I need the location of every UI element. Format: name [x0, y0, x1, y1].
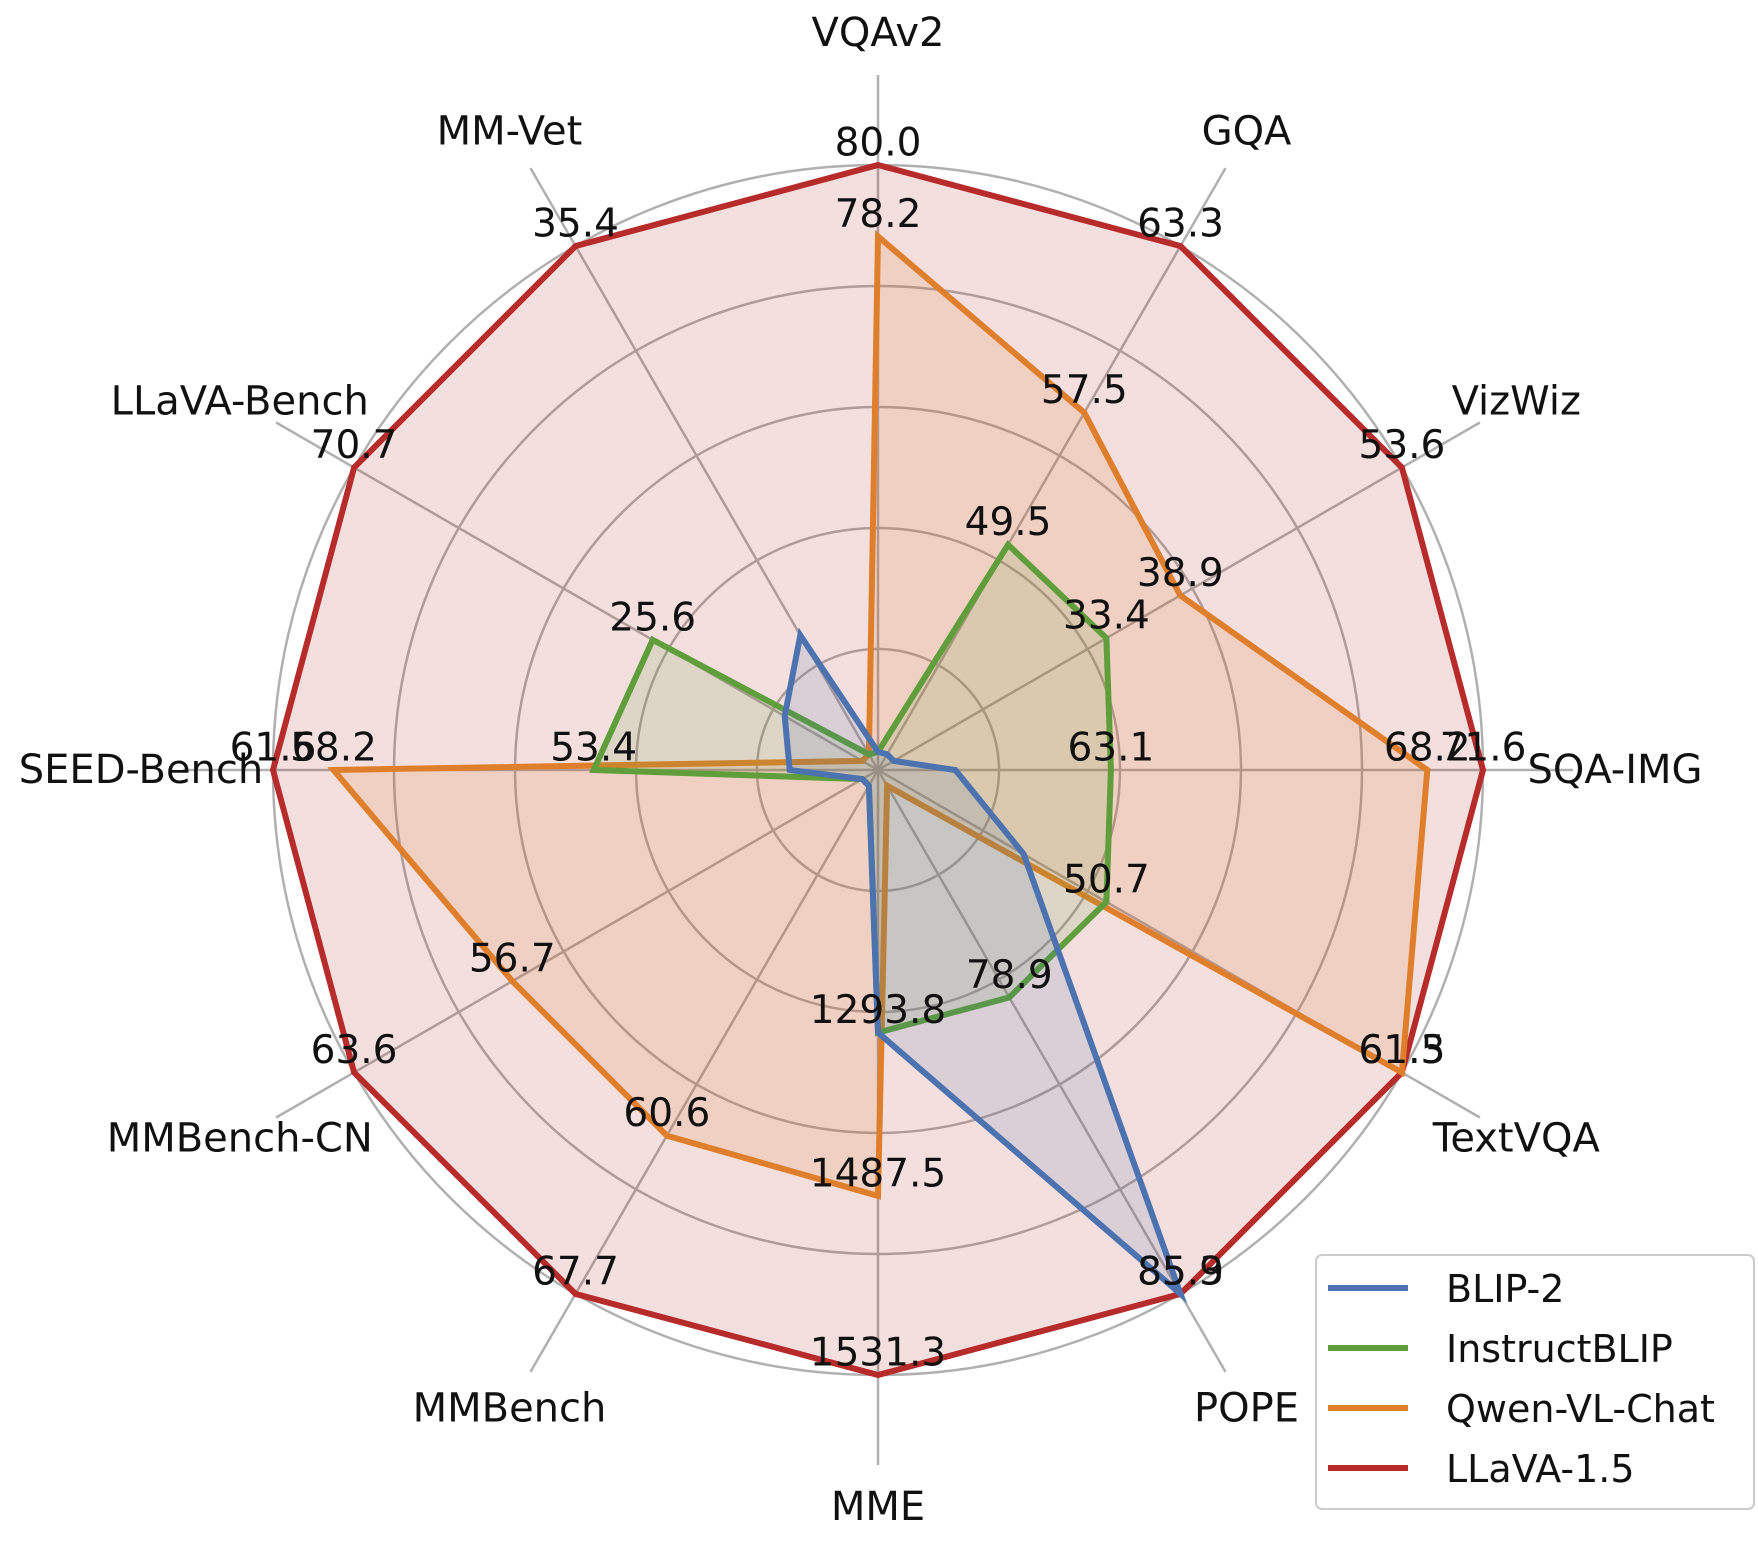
value-label: 63.3 [1137, 202, 1224, 247]
value-label: 80.0 [835, 121, 922, 166]
value-label: 35.4 [532, 202, 619, 247]
value-label: 33.4 [1063, 594, 1150, 639]
axis-spoke [275, 768, 879, 1119]
legend-label: LLaVA-1.5 [1446, 1447, 1635, 1491]
value-label: 57.5 [1041, 368, 1128, 413]
axis-spoke [876, 769, 1227, 1373]
value-label: 56.7 [469, 937, 556, 982]
value-label: 61.3 [1359, 1028, 1446, 1073]
value-label: 1487.5 [810, 1151, 946, 1196]
value-label: 63.6 [311, 1028, 398, 1073]
value-label: 50.7 [1063, 857, 1150, 902]
series-polygon [781, 627, 1188, 1304]
value-label: 68.2 [1384, 726, 1471, 771]
axis-label: MM-Vet [437, 109, 583, 155]
value-label: 71.6 [1440, 726, 1527, 771]
value-label: 61.6 [230, 726, 317, 771]
axis-label: GQA [1202, 109, 1292, 155]
value-label: 58.2 [290, 726, 377, 771]
value-label: 70.7 [311, 423, 398, 468]
value-label: 67.7 [532, 1249, 619, 1294]
series-polygons [269, 161, 1487, 1379]
value-label: 25.6 [609, 595, 696, 640]
legend-entry: InstructBLIP [1328, 1327, 1673, 1371]
legend-entry: BLIP-2 [1328, 1267, 1564, 1311]
axis-spoke [876, 167, 1227, 771]
axis-label: VizWiz [1452, 379, 1581, 425]
axis-label: SQA-IMG [1527, 747, 1702, 793]
value-label: 85.3 [1137, 1249, 1224, 1294]
legend: BLIP-2 InstructBLIP Qwen-VL-Chat LLaVA-1… [1315, 1254, 1755, 1510]
value-label: 60.6 [623, 1091, 710, 1136]
value-label: 61.5 [1359, 1028, 1446, 1073]
value-label: 1293.8 [810, 988, 946, 1033]
value-label: 53.6 [1359, 423, 1446, 468]
axis-label: LLaVA-Bench [111, 379, 369, 425]
axis-label: TextVQA [1432, 1116, 1601, 1162]
value-label: 78.2 [835, 192, 922, 237]
axis-label: MMBench-CN [107, 1116, 373, 1162]
value-label: 38.9 [1137, 551, 1224, 596]
axis-spoke [275, 421, 879, 772]
legend-label: BLIP-2 [1446, 1267, 1564, 1311]
axis-spoke [529, 769, 880, 1373]
axis-label: POPE [1194, 1385, 1299, 1431]
value-label: 85.9 [1137, 1249, 1224, 1294]
axis-label: MMBench [413, 1385, 607, 1431]
value-label: 63.1 [1068, 726, 1155, 771]
series-polygon [327, 229, 1431, 1200]
value-label: 49.5 [965, 500, 1052, 545]
value-label: 1531.3 [810, 1331, 946, 1376]
legend-entry: LLaVA-1.5 [1328, 1447, 1635, 1491]
value-label: 53.4 [550, 726, 637, 771]
legend-frame [1315, 1254, 1755, 1510]
legend-entry: Qwen-VL-Chat [1328, 1387, 1715, 1431]
axis-label: VQAv2 [812, 10, 945, 56]
axis-labels: VQAv2 GQA VizWiz SQA-IMG TextVQA POPE MME MMBen… [19, 10, 1703, 1530]
legend-label: Qwen-VL-Chat [1446, 1387, 1715, 1431]
legend-label: InstructBLIP [1446, 1327, 1673, 1371]
axis-label: SEED-Bench [19, 747, 264, 793]
axis-label: MME [831, 1484, 925, 1530]
value-label: 78.9 [966, 953, 1053, 998]
value-labels: 85.3 1293.8 49.5 33.4 63.1 50.7 78.9 53.4 25.6 78… [230, 121, 1527, 1376]
series-polygon [269, 161, 1487, 1379]
